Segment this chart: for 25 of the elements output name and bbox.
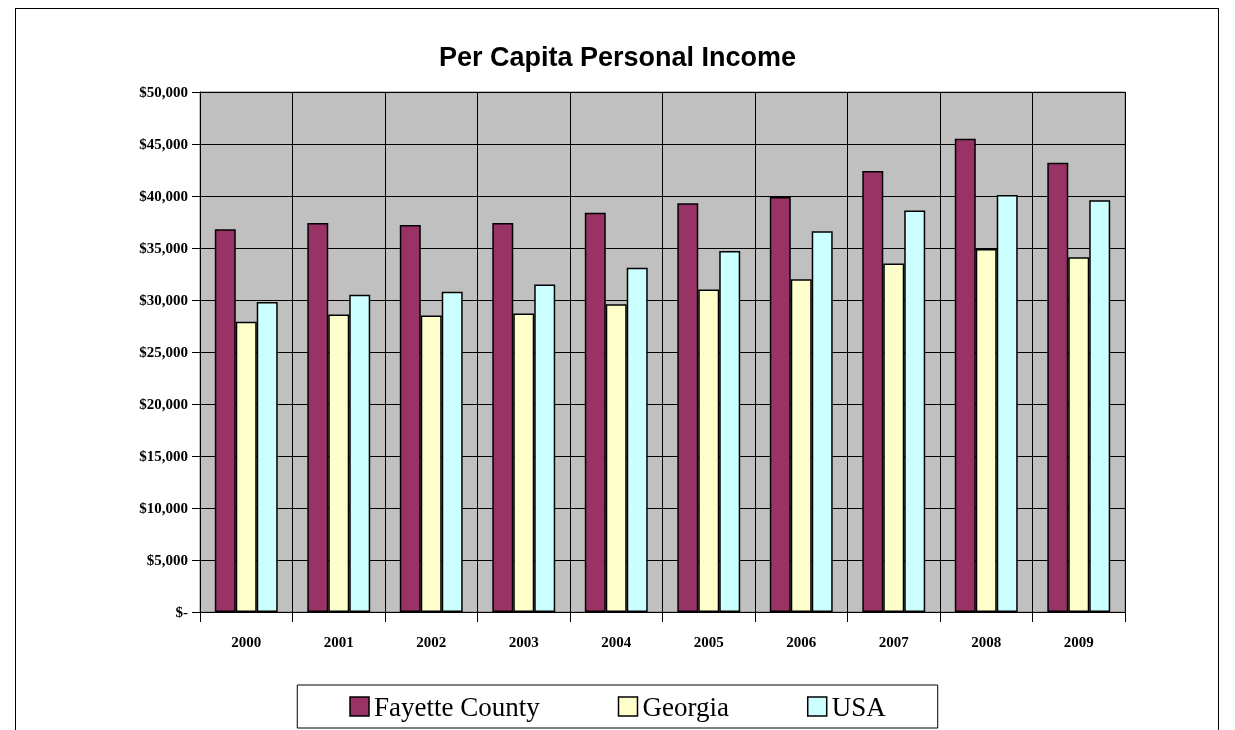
x-tick-label: 2006 bbox=[786, 633, 817, 650]
y-tick-label: $15,000 bbox=[139, 448, 188, 464]
y-tick-label: $- bbox=[175, 604, 188, 620]
y-tick-label: $5,000 bbox=[146, 552, 188, 568]
y-tick-label: $50,000 bbox=[139, 84, 188, 100]
y-tick-label: $20,000 bbox=[139, 396, 188, 412]
x-tick-label: 2009 bbox=[1063, 633, 1094, 650]
y-tick-label: $40,000 bbox=[139, 188, 188, 204]
y-tick-label: $10,000 bbox=[139, 500, 188, 516]
y-tick-label: $45,000 bbox=[139, 136, 188, 152]
x-tick-label: 2002 bbox=[416, 633, 447, 650]
x-tick-label: 2000 bbox=[231, 633, 262, 650]
x-tick-label: 2001 bbox=[323, 633, 354, 650]
chart-title: Per Capita Personal Income bbox=[438, 41, 797, 72]
x-tick-label: 2003 bbox=[508, 633, 539, 650]
y-tick-label: $25,000 bbox=[139, 344, 188, 360]
y-tick-label: $35,000 bbox=[139, 240, 188, 256]
x-tick-label: 2005 bbox=[693, 633, 724, 650]
y-tick-label: $30,000 bbox=[139, 292, 188, 308]
x-tick-label: 2007 bbox=[878, 633, 910, 650]
legend-label: USA bbox=[831, 691, 887, 722]
legend-label: Georgia bbox=[642, 691, 729, 722]
legend-label: Fayette County bbox=[374, 691, 541, 722]
x-tick-label: 2008 bbox=[971, 633, 1002, 650]
x-tick-label: 2004 bbox=[601, 633, 632, 650]
